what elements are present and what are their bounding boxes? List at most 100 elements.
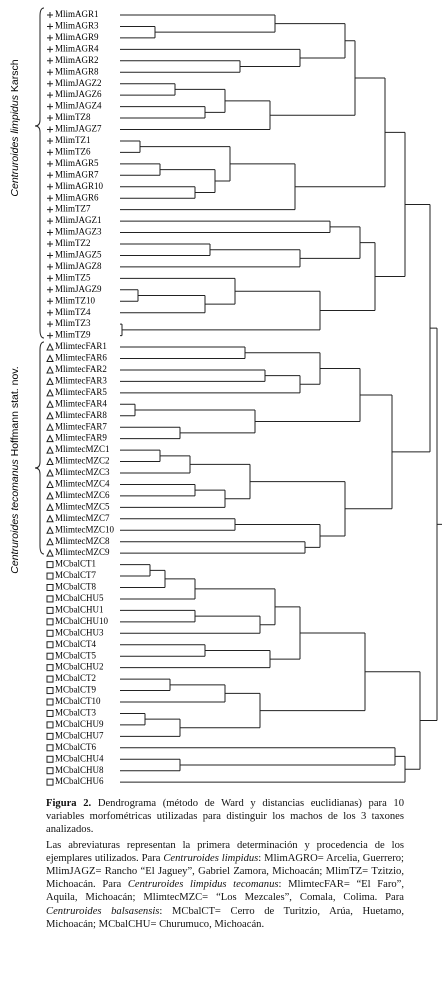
leaf-label: MCbalCHU5 — [55, 593, 104, 603]
leaf-label: MlimtecFAR1 — [55, 341, 107, 351]
branch — [120, 569, 166, 588]
branch — [120, 564, 151, 577]
leaf-label: MlimJAGZ6 — [55, 89, 102, 99]
branch — [120, 289, 139, 302]
branch — [275, 23, 346, 59]
leaf-label: MlimAGR5 — [55, 158, 99, 168]
branch — [120, 712, 146, 726]
branch — [120, 375, 301, 394]
marker-square — [46, 584, 54, 591]
leaf-label: MlimJAGZ9 — [55, 284, 102, 294]
leaf-label: MCbalCT10 — [55, 696, 101, 706]
marker-square — [46, 629, 54, 637]
leaf-label: MCbalCHU6 — [55, 776, 104, 786]
marker-plus — [47, 252, 53, 259]
caption-text: Las abreviaturas representan la primera … — [46, 839, 404, 864]
marker-triangle — [46, 388, 54, 397]
leaf-label: MlimAGR6 — [55, 192, 99, 202]
branch — [120, 403, 136, 417]
marker-triangle — [46, 342, 54, 351]
marker-triangle — [46, 411, 54, 420]
marker-triangle — [46, 445, 54, 454]
leaf-label: MlimJAGZ7 — [55, 124, 102, 134]
group-label-part: Karsch — [9, 59, 21, 95]
branch — [245, 352, 321, 385]
caption-text: : MCbalCT= Cerro de Turitzio, Arúa, Huet… — [46, 905, 405, 930]
marker-square — [46, 641, 54, 649]
leaf-label: MlimTZ6 — [55, 146, 91, 156]
leaf-label: MlimJAGZ8 — [55, 261, 102, 271]
branch — [255, 368, 361, 422]
leaf-label: MlimJAGZ4 — [55, 101, 102, 111]
leaf-label: MlimAGR8 — [55, 66, 99, 76]
branch — [120, 758, 181, 772]
marker-plus — [47, 92, 53, 99]
leaf-label: MlimtecFAR6 — [55, 353, 107, 363]
branch — [120, 684, 226, 703]
leaf-label: MlimtecMZC6 — [55, 490, 110, 500]
branch — [345, 394, 393, 510]
marker-square — [46, 744, 54, 752]
marker-triangle — [46, 423, 54, 431]
marker-square — [46, 652, 54, 660]
caption-text: Centruroides limpidus — [163, 852, 259, 864]
leaf-label: MCbalCHU9 — [55, 719, 104, 729]
leaf-label: MlimTZ3 — [55, 318, 91, 328]
branch — [120, 747, 396, 766]
marker-plus — [47, 126, 53, 133]
leaf-label: MlimtecMZC4 — [55, 479, 110, 489]
leaf-label: MCbalCT2 — [55, 673, 96, 683]
branch — [250, 481, 346, 537]
leaf-label: MlimtecFAR7 — [55, 421, 107, 431]
branch — [120, 186, 196, 199]
leaf-label: MlimAGR2 — [55, 55, 99, 65]
marker-triangle — [46, 549, 54, 557]
branch — [120, 615, 261, 634]
group-label: Centruroides limpidus Karsch — [9, 59, 21, 196]
marker-plus — [47, 183, 53, 190]
marker-square — [46, 732, 54, 740]
dendrogram: Centruroides limpidus Karsch Centruroide… — [9, 7, 442, 786]
caption-text: Centruroides limpidus tecomanus — [127, 879, 279, 891]
branch — [120, 48, 301, 68]
leaf-label: MlimAGR1 — [55, 9, 99, 19]
branch — [295, 77, 386, 188]
leaf-label: MCbalCT3 — [55, 708, 97, 718]
marker-plus — [47, 298, 53, 305]
leaf-label: MCbalCT8 — [55, 582, 97, 592]
marker-triangle — [46, 434, 54, 443]
marker-plus — [47, 12, 53, 18]
marker-plus — [47, 115, 53, 122]
marker-square — [46, 595, 54, 603]
leaf-label: MlimJAGZ5 — [55, 250, 102, 260]
branch — [120, 755, 406, 783]
branch — [120, 25, 156, 39]
marker-plus — [47, 275, 53, 282]
marker-square — [46, 778, 54, 786]
leaf-label: MlimAGR4 — [55, 43, 99, 53]
marker-plus — [47, 206, 53, 213]
marker-square — [46, 721, 54, 729]
branch — [120, 243, 211, 256]
branch — [270, 40, 356, 116]
marker-triangle — [46, 365, 54, 374]
leaf-label: MlimtecFAR2 — [55, 364, 107, 374]
marker-plus — [47, 34, 53, 41]
branch — [260, 632, 366, 712]
branch — [180, 692, 261, 729]
branch — [120, 449, 161, 463]
branch — [120, 518, 236, 531]
marker-plus — [47, 195, 53, 202]
leaf-label: MCbalCT9 — [55, 685, 97, 695]
marker-plus — [47, 46, 53, 53]
branch — [120, 60, 241, 73]
caption-text: : MlimAGRO= Arcelia, Guerrero; MlimJAGZ=… — [46, 852, 404, 891]
leaf-label: MlimTZ10 — [55, 295, 95, 305]
leaf-label: MCbalCHU3 — [55, 627, 104, 637]
branch — [420, 327, 438, 722]
branch — [120, 718, 181, 737]
leaf-label: MCbalCHU8 — [55, 765, 104, 775]
marker-plus — [47, 160, 53, 167]
leaf-label: MlimtecFAR5 — [55, 387, 107, 397]
